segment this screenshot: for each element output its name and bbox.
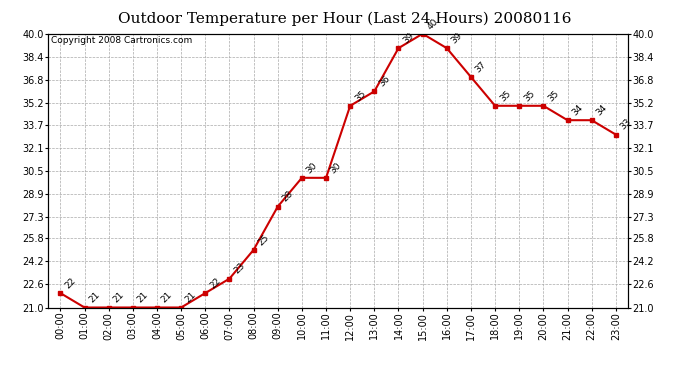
Text: 35: 35 [498, 88, 513, 103]
Text: 22: 22 [208, 276, 222, 290]
Text: 21: 21 [136, 290, 150, 305]
Text: Copyright 2008 Cartronics.com: Copyright 2008 Cartronics.com [51, 36, 193, 45]
Text: 35: 35 [522, 88, 537, 103]
Text: 30: 30 [329, 160, 344, 175]
Text: 34: 34 [571, 103, 584, 117]
Text: 21: 21 [88, 290, 101, 305]
Text: 25: 25 [257, 232, 270, 247]
Text: 23: 23 [233, 261, 246, 276]
Text: Outdoor Temperature per Hour (Last 24 Hours) 20080116: Outdoor Temperature per Hour (Last 24 Ho… [118, 11, 572, 26]
Text: 30: 30 [305, 160, 319, 175]
Text: 39: 39 [402, 31, 416, 45]
Text: 21: 21 [160, 290, 174, 305]
Text: 40: 40 [426, 16, 440, 31]
Text: 22: 22 [63, 276, 77, 290]
Text: 36: 36 [377, 74, 392, 88]
Text: 37: 37 [474, 60, 489, 74]
Text: 33: 33 [619, 117, 633, 132]
Text: 35: 35 [353, 88, 368, 103]
Text: 39: 39 [450, 31, 464, 45]
Text: 28: 28 [281, 189, 295, 204]
Text: 21: 21 [184, 290, 198, 305]
Text: 34: 34 [595, 103, 609, 117]
Text: 21: 21 [112, 290, 126, 305]
Text: 35: 35 [546, 88, 561, 103]
